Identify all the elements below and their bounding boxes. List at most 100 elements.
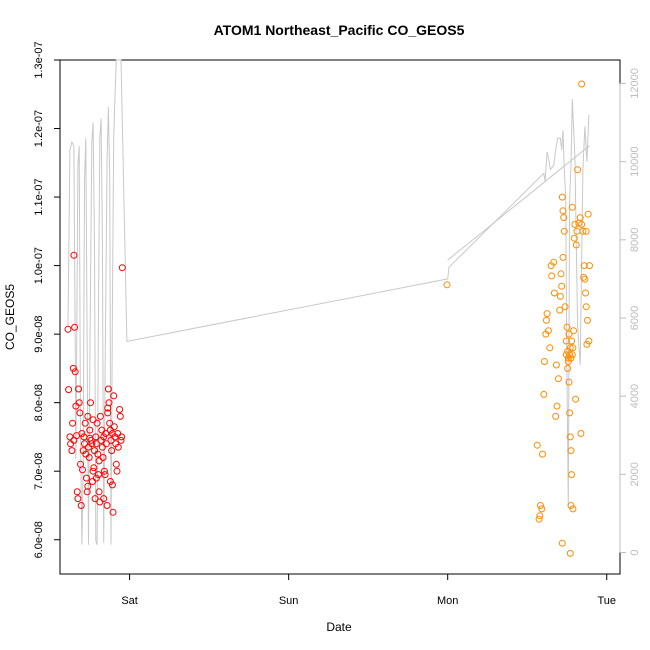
data-point-series-1 — [114, 430, 122, 437]
data-point-series-2 — [556, 306, 564, 314]
y-tick-label: 8.0e-08 — [33, 384, 45, 421]
data-point-series-1 — [66, 433, 74, 441]
data-point-series-1 — [112, 460, 120, 468]
data-point-series-2 — [562, 337, 570, 345]
data-point-series-1 — [109, 508, 117, 516]
y-tick-label: 7.0e-08 — [33, 453, 45, 490]
data-point-series-1 — [102, 440, 110, 448]
data-point-series-1 — [85, 443, 92, 451]
data-point-series-1 — [64, 325, 72, 333]
data-point-series-2 — [568, 471, 576, 479]
data-point-series-1 — [71, 368, 79, 376]
data-point-series-1 — [98, 426, 106, 434]
data-point-series-2 — [571, 221, 579, 228]
data-point-series-2 — [558, 193, 566, 201]
data-point-series-2 — [540, 358, 548, 365]
data-point-series-2 — [566, 409, 574, 417]
y2-tick-label: 2000 — [629, 462, 641, 486]
data-point-series-1 — [110, 392, 118, 400]
data-point-series-2 — [559, 207, 567, 215]
data-point-series-2 — [582, 289, 589, 297]
data-point-series-1 — [114, 443, 122, 451]
data-point-series-1 — [116, 406, 124, 413]
y2-tick-label: 10000 — [629, 146, 641, 177]
data-point-series-1 — [89, 478, 96, 485]
data-point-series-2 — [580, 273, 588, 281]
data-point-series-2 — [554, 375, 562, 383]
y2-axis: 0 2000 4000 6000 8000 10000 12000 — [619, 68, 641, 556]
data-point-series-1 — [86, 426, 94, 434]
data-point-series-2 — [570, 327, 578, 335]
data-point-series-1 — [81, 440, 88, 448]
data-point-series-1 — [68, 447, 76, 455]
data-point-series-1 — [107, 436, 115, 444]
data-point-series-2 — [443, 281, 451, 289]
y2-tick-label: 12000 — [629, 68, 641, 99]
x-tick-label: Mon — [437, 595, 458, 607]
data-point-series-1 — [98, 443, 106, 451]
x-tick-label: Tue — [597, 595, 616, 607]
data-point-series-1 — [104, 409, 112, 417]
data-point-series-1 — [106, 419, 114, 427]
data-point-series-1 — [108, 481, 116, 489]
data-point-series-1 — [118, 433, 126, 441]
data-point-series-1 — [79, 466, 86, 474]
x-tick-label: Sat — [121, 595, 138, 607]
data-point-series-1 — [106, 426, 114, 434]
data-point-series-2 — [543, 310, 551, 318]
data-point-series-2 — [578, 80, 586, 88]
data-point-series-2 — [586, 262, 593, 270]
data-point-series-2 — [544, 327, 552, 335]
x-tick-label: Sun — [279, 595, 299, 607]
data-point-series-2 — [572, 395, 580, 403]
data-point-series-2 — [535, 515, 543, 523]
data-point-series-1 — [86, 434, 94, 442]
data-point-series-2 — [577, 430, 585, 437]
data-point-series-2 — [552, 361, 560, 369]
data-point-series-2 — [565, 378, 573, 386]
left-axis-line-series — [447, 145, 590, 261]
y2-tick-label: 4000 — [629, 384, 641, 408]
data-point-series-2 — [569, 344, 577, 352]
data-point-series-1 — [76, 409, 84, 417]
data-point-series-1 — [75, 385, 83, 393]
data-point-series-2 — [572, 241, 580, 249]
data-point-series-2 — [558, 282, 566, 290]
data-point-series-2 — [538, 505, 546, 513]
data-point-series-1 — [87, 399, 94, 407]
data-point-series-1 — [70, 251, 78, 259]
data-point-series-2 — [566, 351, 574, 359]
y-axis-label: CO_GEOS5 — [3, 284, 17, 350]
data-point-series-1 — [100, 433, 108, 441]
data-point-series-1 — [73, 488, 81, 496]
data-point-series-1 — [93, 419, 101, 427]
data-point-series-2 — [533, 441, 541, 449]
data-point-series-1 — [118, 264, 126, 272]
data-point-series-1 — [74, 495, 82, 503]
data-point-series-1 — [104, 385, 112, 393]
y-tick-label: 1.3e-07 — [33, 41, 45, 78]
data-point-series-2 — [585, 337, 593, 345]
data-point-series-1 — [90, 464, 98, 472]
plot-area — [59, 59, 621, 575]
data-point-series-2 — [569, 505, 577, 513]
y-tick-label: 1.0e-07 — [33, 247, 45, 284]
y-tick-label: 1.2e-07 — [33, 110, 45, 147]
y-tick-label: 6.0e-08 — [33, 521, 45, 558]
chart-title: ATOM1 Northeast_Pacific CO_GEOS5 — [214, 22, 465, 38]
data-point-series-2 — [542, 316, 550, 324]
data-point-series-1 — [89, 416, 97, 424]
right-axis-line — [67, 59, 590, 545]
data-point-series-2 — [566, 549, 574, 557]
data-point-series-1 — [104, 404, 112, 412]
data-point-series-2 — [568, 203, 576, 211]
data-point-series-1 — [95, 488, 103, 496]
data-point-series-1 — [77, 502, 85, 509]
data-point-series-1 — [91, 447, 98, 455]
data-point-series-1 — [69, 364, 77, 372]
data-point-series-2 — [548, 272, 556, 280]
y2-tick-label: 6000 — [629, 306, 641, 330]
data-point-series-1 — [100, 467, 108, 475]
data-point-series-1 — [95, 457, 103, 465]
data-point-series-1 — [108, 430, 116, 437]
